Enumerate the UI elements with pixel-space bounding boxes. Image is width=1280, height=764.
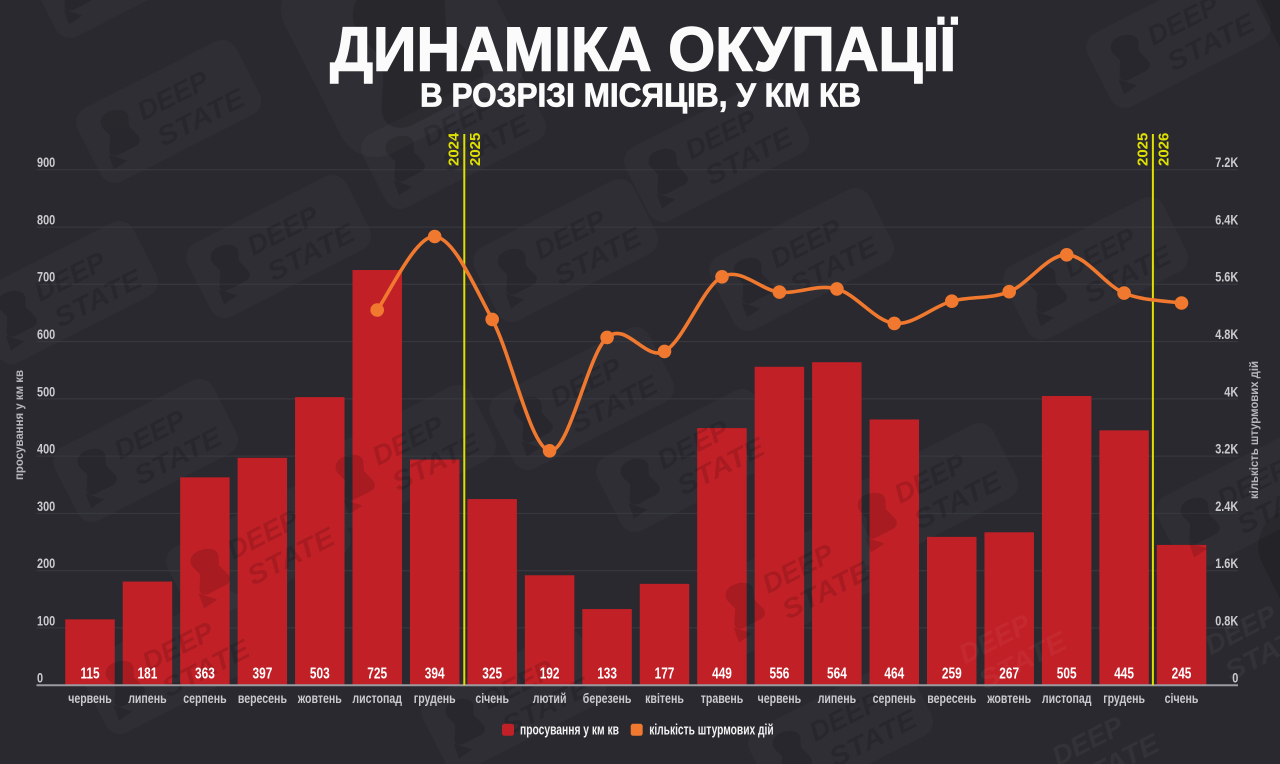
svg-text:0: 0 [37, 670, 43, 686]
svg-text:2026: 2026 [1156, 133, 1173, 166]
svg-text:серпень: серпень [183, 690, 227, 706]
svg-text:березень: березень [583, 690, 632, 706]
svg-text:259: 259 [942, 666, 962, 683]
svg-text:245: 245 [1172, 666, 1192, 683]
svg-text:ДИНАМІКА ОКУПАЦІЇ: ДИНАМІКА ОКУПАЦІЇ [330, 16, 958, 85]
svg-text:200: 200 [37, 555, 55, 571]
svg-text:133: 133 [597, 666, 617, 683]
svg-text:січень: січень [1165, 690, 1199, 706]
svg-text:363: 363 [195, 666, 215, 683]
svg-text:0.8K: 0.8K [1215, 612, 1238, 628]
svg-text:503: 503 [310, 666, 330, 683]
svg-text:грудень: грудень [414, 690, 456, 706]
svg-text:лютий: лютий [533, 690, 567, 706]
svg-text:просування у км кв: просування у км кв [520, 721, 619, 738]
svg-text:300: 300 [37, 498, 55, 514]
svg-text:2024: 2024 [446, 132, 463, 166]
svg-text:800: 800 [37, 212, 55, 228]
svg-text:600: 600 [37, 326, 55, 342]
svg-text:464: 464 [884, 666, 904, 683]
svg-text:505: 505 [1057, 666, 1077, 683]
svg-text:квітень: квітень [645, 690, 684, 706]
svg-text:4.8K: 4.8K [1215, 326, 1238, 342]
svg-text:564: 564 [827, 666, 847, 683]
svg-text:181: 181 [138, 666, 158, 683]
svg-text:400: 400 [37, 441, 55, 457]
svg-text:вересень: вересень [927, 690, 976, 706]
svg-text:кількість штурмових дій: кількість штурмових дій [1247, 361, 1261, 499]
svg-text:445: 445 [1114, 666, 1134, 683]
svg-text:6.4K: 6.4K [1215, 212, 1238, 228]
svg-text:900: 900 [37, 154, 55, 170]
svg-text:4K: 4K [1224, 383, 1238, 399]
svg-text:В РОЗРІЗІ МІСЯЦІВ, У КМ КВ: В РОЗРІЗІ МІСЯЦІВ, У КМ КВ [420, 76, 861, 113]
svg-text:листопад: листопад [352, 690, 402, 706]
svg-text:397: 397 [253, 666, 273, 683]
svg-text:серпень: серпень [873, 690, 917, 706]
svg-text:3.2K: 3.2K [1215, 441, 1238, 457]
svg-text:100: 100 [37, 612, 55, 628]
svg-text:2.4K: 2.4K [1215, 498, 1238, 514]
svg-text:115: 115 [80, 666, 99, 683]
svg-text:700: 700 [37, 269, 55, 285]
svg-text:вересень: вересень [238, 690, 287, 706]
svg-text:192: 192 [540, 666, 560, 683]
svg-text:листопад: листопад [1042, 690, 1092, 706]
svg-text:кількість штурмових дій: кількість штурмових дій [649, 721, 774, 738]
svg-text:556: 556 [770, 666, 790, 683]
svg-text:грудень: грудень [1103, 690, 1145, 706]
svg-text:просування у км кв: просування у км кв [12, 370, 26, 480]
svg-text:500: 500 [37, 383, 55, 399]
svg-text:725: 725 [367, 666, 387, 683]
svg-text:394: 394 [425, 666, 445, 683]
svg-text:1.6K: 1.6K [1215, 555, 1238, 571]
svg-text:5.6K: 5.6K [1215, 269, 1238, 285]
svg-text:червень: червень [68, 690, 112, 706]
svg-text:січень: січень [475, 690, 509, 706]
svg-text:червень: червень [758, 690, 802, 706]
svg-text:2025: 2025 [1134, 133, 1151, 166]
svg-text:0: 0 [1232, 670, 1238, 686]
svg-text:травень: травень [701, 690, 744, 706]
svg-text:449: 449 [712, 666, 732, 683]
svg-text:7.2K: 7.2K [1215, 154, 1238, 170]
svg-text:267: 267 [999, 666, 1019, 683]
svg-text:325: 325 [482, 666, 502, 683]
svg-text:жовтень: жовтень [297, 690, 342, 706]
svg-text:2025: 2025 [467, 133, 484, 166]
svg-text:липень: липень [128, 690, 167, 706]
svg-text:жовтень: жовтень [986, 690, 1031, 706]
svg-text:177: 177 [655, 666, 675, 683]
svg-text:липень: липень [818, 690, 857, 706]
